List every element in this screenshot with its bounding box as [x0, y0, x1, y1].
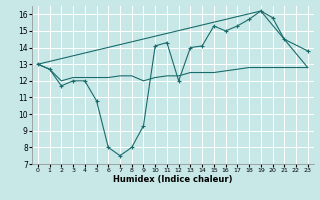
X-axis label: Humidex (Indice chaleur): Humidex (Indice chaleur): [113, 175, 233, 184]
